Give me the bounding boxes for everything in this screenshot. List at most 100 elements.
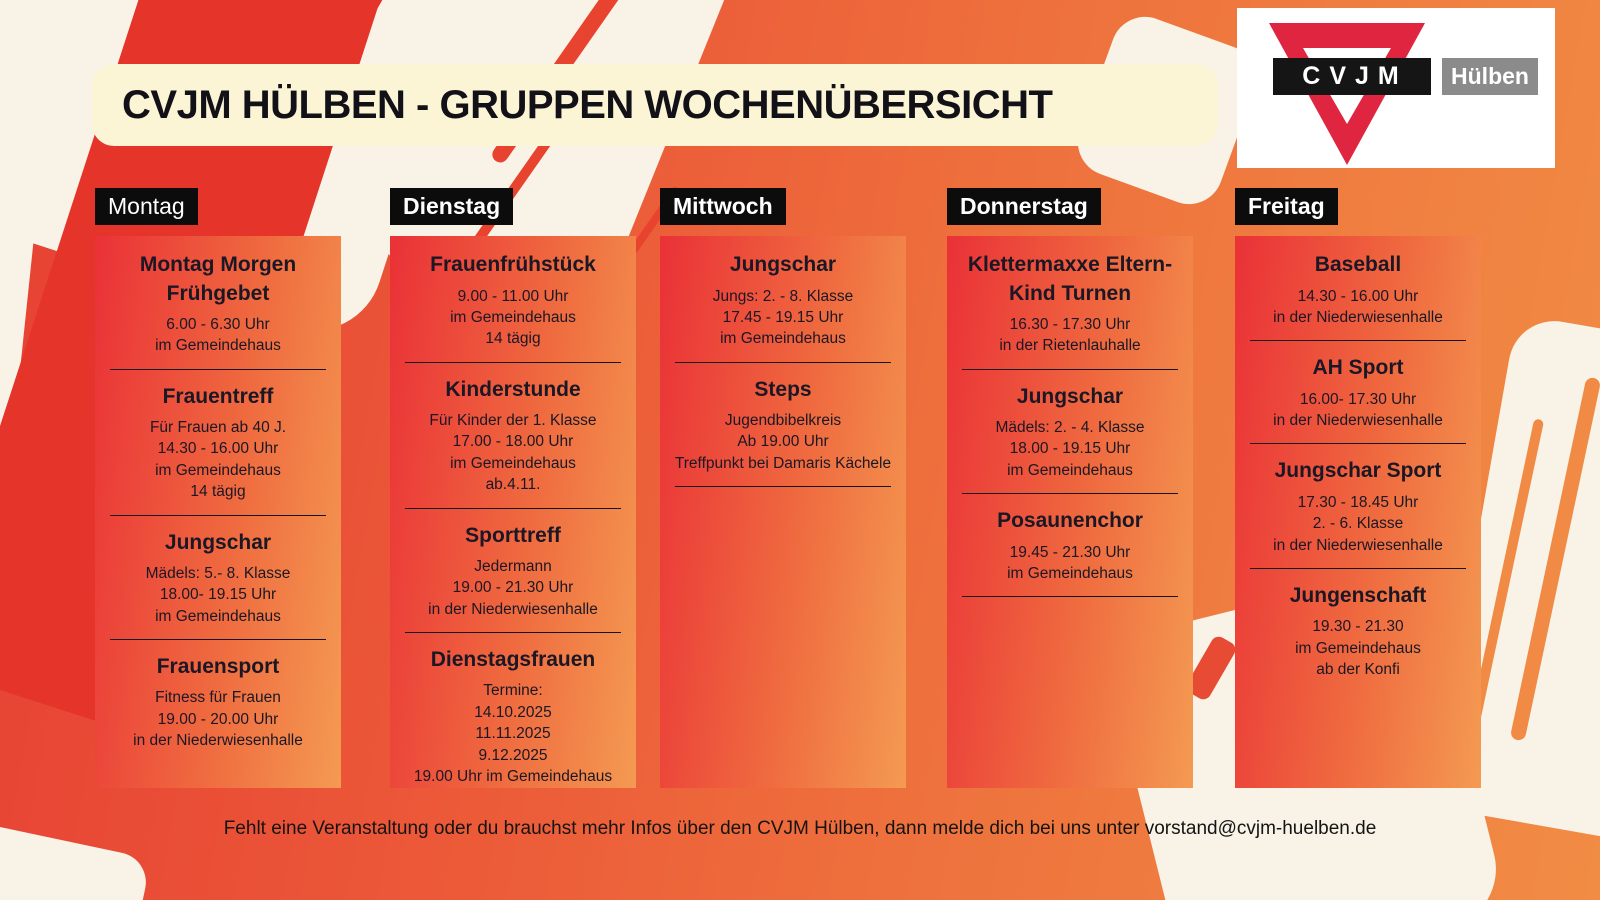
event-detail: in der Niederwiesenhalle xyxy=(133,732,303,750)
event-title: Kinderstunde xyxy=(445,377,581,401)
event-detail: 14 tägig xyxy=(485,330,541,348)
divider xyxy=(404,507,622,509)
event-detail: in der Rietenlauhalle xyxy=(999,337,1141,355)
event: Steps Jugendbibelkreis Ab 19.00 Uhr Treffpu… xyxy=(660,376,906,474)
event-detail: ab.4.11. xyxy=(485,476,541,494)
title-banner: CVJM HÜLBEN - GRUPPEN WOCHENÜBERSICHT xyxy=(92,64,1218,146)
event: Posaunenchor 19.45 - 21.30 Uhr im Gemeinde… xyxy=(947,507,1193,584)
divider xyxy=(109,368,327,370)
day-column-freitag: Freitag Baseball 14.30 - 16.00 Uhr in der N… xyxy=(1235,188,1481,789)
event-detail: im Gemeindehaus xyxy=(450,454,576,472)
event-detail: 14.30 - 16.00 Uhr xyxy=(157,440,279,458)
day-card: Frauenfrühstück 9.00 - 11.00 Uhr im Gemein… xyxy=(390,236,636,789)
logo-org-label: CVJM xyxy=(1273,58,1431,95)
divider xyxy=(404,632,622,634)
event-detail: 17.00 - 18.00 Uhr xyxy=(452,433,574,451)
event-detail: 19.00 Uhr im Gemeindehaus xyxy=(413,767,613,785)
divider xyxy=(109,514,327,516)
event-detail: in der Niederwiesenhalle xyxy=(1273,536,1443,554)
event-detail: im Gemeindehaus xyxy=(1007,564,1133,582)
event: Frauentreff Für Frauen ab 40 J. 14.30 - 16… xyxy=(95,383,341,503)
day-card: Baseball 14.30 - 16.00 Uhr in der Niederwi… xyxy=(1235,236,1481,789)
event-detail: im Gemeindehaus xyxy=(1007,461,1133,479)
event-detail: im Gemeindehaus xyxy=(450,309,576,327)
divider xyxy=(1249,340,1467,342)
event-detail: 9.12.2025 xyxy=(478,746,548,764)
event-detail: im Gemeindehaus xyxy=(155,461,281,479)
event-detail: Jugendbibelkreis xyxy=(724,412,842,430)
event-detail: 19.00 - 21.30 Uhr xyxy=(452,579,574,597)
event-detail: 18.00 - 19.15 Uhr xyxy=(1009,440,1131,458)
event-detail: in der Niederwiesenhalle xyxy=(1273,309,1443,327)
event-detail: 6.00 - 6.30 Uhr xyxy=(166,315,270,333)
event-detail: 19.00 - 20.00 Uhr xyxy=(157,710,279,728)
event: AH Sport 16.00- 17.30 Uhr in der Niederwie… xyxy=(1235,354,1481,431)
event-detail: im Gemeindehaus xyxy=(1295,639,1421,657)
event-title: Frauentreff xyxy=(162,384,274,408)
event-title: Jungschar xyxy=(1016,384,1124,408)
event-detail: in der Niederwiesenhalle xyxy=(1273,412,1443,430)
logo-location-label: Hülben xyxy=(1442,58,1538,95)
divider xyxy=(961,368,1179,370)
event-detail: 17.45 - 19.15 Uhr xyxy=(722,309,844,327)
divider xyxy=(674,361,892,363)
day-card: Montag Morgen Frühgebet 6.00 - 6.30 Uhr im… xyxy=(95,236,341,789)
event-detail: 19.45 - 21.30 Uhr xyxy=(1009,543,1131,561)
event: Baseball 14.30 - 16.00 Uhr in der Niederwi… xyxy=(1235,251,1481,328)
event-detail: 18.00- 19.15 Uhr xyxy=(159,586,277,604)
event: Montag Morgen Frühgebet 6.00 - 6.30 Uhr im… xyxy=(95,251,341,356)
event-detail: Für Frauen ab 40 J. xyxy=(149,419,287,437)
divider xyxy=(961,596,1179,598)
event-title: Klettermaxxe Eltern-Kind Turnen xyxy=(967,253,1173,305)
divider xyxy=(961,493,1179,495)
event: Jungschar Jungs: 2. - 8. Klasse 17.45 - 19… xyxy=(660,251,906,349)
event: Jungschar Mädels: 5.- 8. Klasse 18.00- 19.… xyxy=(95,529,341,627)
divider xyxy=(109,639,327,641)
day-badge: Mittwoch xyxy=(660,188,786,226)
event-detail: 16.00- 17.30 Uhr xyxy=(1299,390,1417,408)
event-detail: 17.30 - 18.45 Uhr xyxy=(1297,493,1419,511)
event-detail: im Gemeindehaus xyxy=(155,337,281,355)
event-title: Montag Morgen Frühgebet xyxy=(139,253,297,305)
event: Sporttreff Jedermann 19.00 - 21.30 Uhr in d… xyxy=(390,522,636,620)
event: Jungenschaft 19.30 - 21.30 im Gemeindehaus… xyxy=(1235,582,1481,680)
event-detail: 16.30 - 17.30 Uhr xyxy=(1009,315,1131,333)
event-detail: 2. - 6. Klasse xyxy=(1312,515,1404,533)
event-detail: 19.30 - 21.30 xyxy=(1312,618,1404,636)
event: Dienstagsfrauen Termine: 14.10.2025 11.11.2… xyxy=(390,646,636,787)
footer-note: Fehlt eine Veranstaltung oder du brauchs… xyxy=(223,818,1377,839)
day-column-donnerstag: Donnerstag Klettermaxxe Eltern-Kind Turne… xyxy=(947,188,1193,789)
event-detail: 14.30 - 16.00 Uhr xyxy=(1297,287,1419,305)
event-detail: 14 tägig xyxy=(190,483,246,501)
divider xyxy=(404,361,622,363)
event-detail: in der Niederwiesenhalle xyxy=(428,600,598,618)
divider xyxy=(1249,443,1467,445)
event-title: Steps xyxy=(754,377,812,401)
event-detail: Jedermann xyxy=(474,557,552,575)
event-detail: Treffpunkt bei Damaris Kächele xyxy=(674,454,892,472)
event-detail: Jungs: 2. - 8. Klasse xyxy=(712,287,854,305)
event-title: Jungschar xyxy=(164,530,272,554)
event-detail: ab der Konfi xyxy=(1316,661,1400,679)
day-column-mittwoch: Mittwoch Jungschar Jungs: 2. - 8. Klasse 17… xyxy=(660,188,906,789)
event: Frauensport Fitness für Frauen 19.00 - 20.… xyxy=(95,653,341,751)
event-title: Jungschar xyxy=(729,253,837,277)
divider xyxy=(1249,567,1467,569)
day-card: Jungschar Jungs: 2. - 8. Klasse 17.45 - 19… xyxy=(660,236,906,789)
event-title: AH Sport xyxy=(1312,356,1404,380)
day-badge: Freitag xyxy=(1235,188,1338,226)
event-title: Jungenschaft xyxy=(1289,583,1427,607)
event-detail: 14.10.2025 xyxy=(474,703,552,721)
day-badge: Montag xyxy=(95,188,198,226)
day-column-dienstag: Dienstag Frauenfrühstück 9.00 - 11.00 Uhr i… xyxy=(390,188,636,789)
event-title: Frauenfrühstück xyxy=(430,253,596,277)
event: Frauenfrühstück 9.00 - 11.00 Uhr im Gemein… xyxy=(390,251,636,349)
event-detail: Fitness für Frauen xyxy=(155,689,281,707)
page-title: CVJM HÜLBEN - GRUPPEN WOCHENÜBERSICHT xyxy=(122,82,1053,127)
event-detail: Ab 19.00 Uhr xyxy=(737,433,829,451)
event-title: Frauensport xyxy=(156,655,280,679)
event: Klettermaxxe Eltern-Kind Turnen 16.30 - 1… xyxy=(947,251,1193,356)
event-title: Jungschar Sport xyxy=(1274,459,1442,483)
day-badge: Dienstag xyxy=(390,188,514,226)
